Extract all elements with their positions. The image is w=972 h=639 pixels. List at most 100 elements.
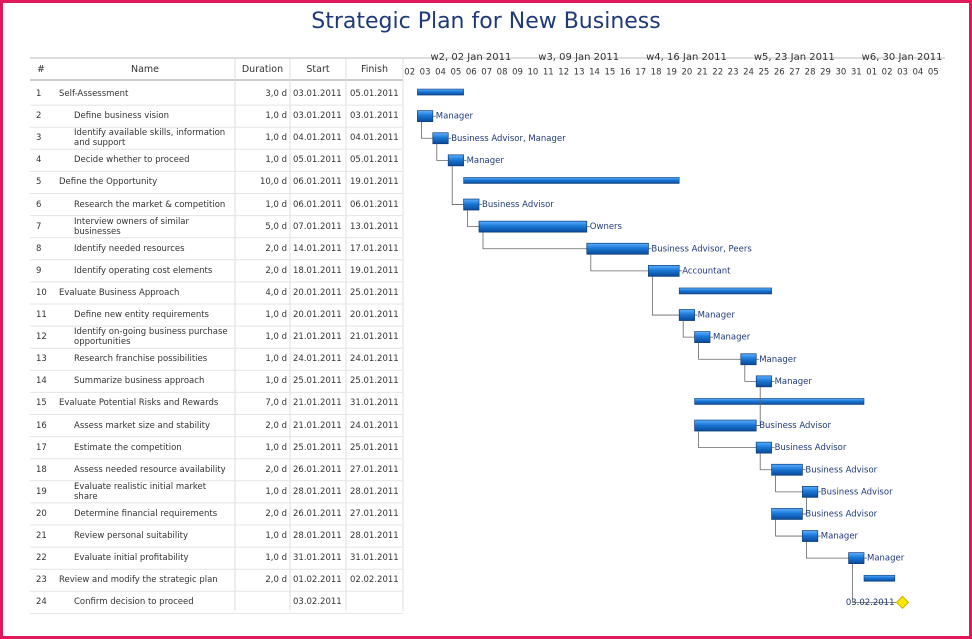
- week-label: w6, 30 Jan 2011: [862, 52, 943, 63]
- task-bar: [463, 198, 480, 211]
- start-date: 20.01.2011: [293, 310, 342, 321]
- finish-date: 25.01.2011: [350, 287, 399, 298]
- row-id: 10: [36, 287, 47, 298]
- day-label: 03: [897, 68, 908, 78]
- resource-label: Manager: [759, 355, 797, 365]
- connector: [775, 519, 803, 537]
- start-date: 25.01.2011: [293, 442, 342, 453]
- task-name: Interview owners of similar businesses: [74, 216, 190, 237]
- finish-date: 24.01.2011: [350, 354, 399, 365]
- finish-date: 31.01.2011: [350, 398, 399, 409]
- resource-label: Business Advisor: [821, 487, 893, 497]
- row-id: 8: [36, 243, 42, 254]
- start-date: 21.01.2011: [293, 398, 342, 409]
- finish-date: 04.01.2011: [350, 133, 399, 144]
- task-bar: [447, 154, 464, 167]
- resource-label: Owners: [590, 222, 623, 232]
- task-name: Evaluate realistic initial market share: [74, 481, 207, 502]
- start-date: 31.01.2011: [293, 553, 342, 564]
- task-name: Confirm decision to proceed: [74, 597, 194, 608]
- day-label: 24: [743, 68, 754, 78]
- resource-label: Business Advisor: [805, 509, 877, 519]
- start-date: 28.01.2011: [293, 486, 342, 497]
- day-label: 20: [681, 68, 692, 78]
- row-id: 5: [36, 177, 42, 188]
- task-name: Identify needed resources: [74, 243, 185, 254]
- day-label: 17: [635, 68, 646, 78]
- row-id: 24: [36, 597, 47, 608]
- start-date: 21.01.2011: [293, 332, 342, 343]
- day-label: 04: [435, 68, 446, 78]
- resource-label: Manager: [436, 112, 474, 122]
- task-bar: [694, 419, 757, 432]
- start-date: 28.01.2011: [293, 531, 342, 542]
- week-label: w2, 02 Jan 2011: [430, 52, 511, 63]
- task-bar: [740, 353, 757, 366]
- task-bar: [848, 552, 865, 565]
- day-label: 22: [712, 68, 723, 78]
- start-date: 06.01.2011: [293, 177, 342, 188]
- duration: 2,0 d: [265, 464, 287, 475]
- task-bar: [648, 265, 680, 277]
- start-date: 05.01.2011: [293, 155, 342, 166]
- day-label: 05: [928, 68, 939, 78]
- connector: [744, 364, 757, 382]
- finish-date: 19.01.2011: [350, 265, 399, 276]
- task-name: Identify operating cost elements: [74, 265, 213, 276]
- row-id: 9: [36, 265, 42, 276]
- connector: [451, 165, 464, 205]
- duration: 2,0 d: [265, 265, 287, 276]
- day-label: 04: [912, 68, 923, 78]
- day-label: 15: [604, 68, 615, 78]
- summary-bar: [694, 398, 865, 405]
- resource-label: Manager: [867, 554, 905, 564]
- resource-label: Business Advisor: [805, 465, 877, 475]
- connector: [652, 276, 680, 316]
- connector: [482, 232, 587, 250]
- task-name: Define business vision: [74, 111, 169, 122]
- task-name: Estimate the competition: [74, 442, 182, 453]
- finish-date: 24.01.2011: [350, 420, 399, 431]
- finish-date: 02.02.2011: [350, 575, 399, 586]
- start-date: 01.02.2011: [293, 575, 342, 586]
- day-label: 25: [758, 68, 769, 78]
- duration: 2,0 d: [265, 243, 287, 254]
- row-id: 16: [36, 420, 47, 431]
- resource-label: Business Advisor: [759, 421, 831, 431]
- finish-date: 25.01.2011: [350, 376, 399, 387]
- day-label: 29: [820, 68, 831, 78]
- duration: 1,0 d: [265, 199, 287, 210]
- resource-label: Accountant: [682, 266, 731, 276]
- connector: [436, 143, 449, 161]
- task-bar: [432, 132, 449, 145]
- duration: 3,0 d: [265, 89, 287, 100]
- task-bar: [802, 486, 819, 498]
- day-label: 06: [466, 68, 477, 78]
- task-bar: [771, 508, 803, 520]
- duration: 1,0 d: [265, 310, 287, 321]
- duration: 10,0 d: [259, 177, 287, 188]
- column-header: Start: [306, 64, 330, 75]
- duration: 1,0 d: [265, 155, 287, 166]
- row-id: 15: [36, 398, 47, 409]
- duration: 1,0 d: [265, 531, 287, 542]
- resource-label: Manager: [698, 311, 736, 321]
- start-date: 20.01.2011: [293, 287, 342, 298]
- summary-bar: [417, 88, 464, 96]
- day-label: 02: [882, 68, 893, 78]
- start-date: 06.01.2011: [293, 199, 342, 210]
- day-label: 09: [512, 68, 523, 78]
- day-label: 14: [589, 68, 600, 78]
- summary-bar: [863, 574, 896, 582]
- row-id: 13: [36, 354, 47, 365]
- day-label: 10: [527, 68, 538, 78]
- row-id: 23: [36, 575, 47, 586]
- finish-date: 31.01.2011: [350, 553, 399, 564]
- finish-date: 27.01.2011: [350, 464, 399, 475]
- day-label: 23: [728, 68, 739, 78]
- row-id: 7: [36, 221, 42, 232]
- connector: [698, 431, 757, 449]
- row-id: 18: [36, 464, 47, 475]
- start-date: 24.01.2011: [293, 354, 342, 365]
- finish-date: 13.01.2011: [350, 221, 399, 232]
